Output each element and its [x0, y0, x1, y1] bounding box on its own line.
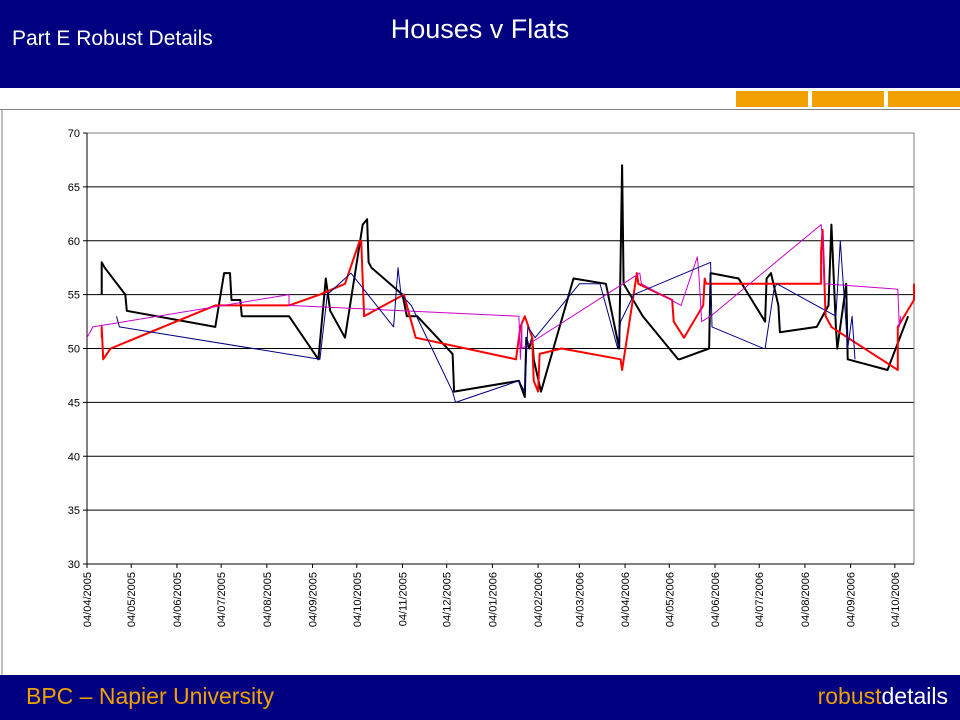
y-tick-label: 65	[68, 182, 80, 194]
y-tick-label: 45	[68, 397, 80, 409]
x-tick-label: 04/06/2006	[710, 572, 722, 627]
series-line-4	[116, 240, 856, 403]
x-tick-label: 04/10/2006	[890, 572, 902, 627]
series-line-2	[100, 229, 915, 393]
x-tick-label: 04/08/2005	[262, 572, 274, 627]
x-tick-label: 04/12/2005	[442, 572, 454, 627]
footer-credit: BPC – Napier University	[26, 683, 274, 709]
brand-details: details	[881, 683, 948, 709]
y-tick-label: 50	[68, 344, 80, 356]
y-tick-label: 70	[68, 128, 80, 140]
y-tick-label: 30	[68, 559, 80, 571]
y-tick-label: 55	[68, 290, 80, 302]
y-tick-label: 60	[68, 236, 80, 248]
x-tick-label: 04/05/2006	[664, 572, 676, 627]
x-tick-label: 04/10/2005	[352, 572, 364, 627]
x-tick-label: 04/09/2005	[308, 572, 320, 627]
x-tick-label: 04/07/2006	[754, 572, 766, 627]
y-tick-label: 40	[68, 451, 80, 463]
series-line-1	[100, 164, 910, 398]
x-tick-label: 04/07/2005	[216, 572, 228, 627]
slide-subtitle: Part E Robust Details	[12, 27, 213, 50]
accent-block-3	[888, 91, 960, 107]
x-tick-label: 04/04/2006	[620, 572, 632, 627]
x-tick-label: 04/04/2005	[82, 572, 94, 627]
brand-robust: robust	[817, 683, 882, 709]
accent-block-2	[812, 91, 884, 107]
x-tick-label: 04/01/2006	[487, 572, 499, 627]
y-tick-label: 35	[68, 505, 80, 517]
x-tick-label: 04/05/2005	[126, 572, 138, 627]
slide-footer: BPC – Napier University robustdetails	[0, 675, 960, 720]
x-tick-label: 04/03/2006	[574, 572, 586, 627]
x-tick-label: 04/09/2006	[846, 572, 858, 627]
x-tick-label: 04/11/2005	[397, 572, 409, 626]
slide-title: Houses v Flats	[390, 14, 570, 44]
series-line-3	[86, 224, 902, 360]
x-tick-label: 04/06/2005	[172, 572, 184, 627]
x-tick-label: 04/08/2006	[800, 572, 812, 627]
x-tick-label: 04/02/2006	[533, 572, 545, 627]
footer-brand-logo: robustdetails	[818, 683, 948, 710]
slide-header: Houses v Flats Part E Robust Details	[0, 0, 960, 88]
header-rule	[0, 109, 960, 110]
accent-block-1	[736, 91, 808, 107]
houses-flats-chart: 30 35 40 45 50 55 60 65 70 04/04/2005 04/05/2005 04…	[1, 110, 915, 675]
